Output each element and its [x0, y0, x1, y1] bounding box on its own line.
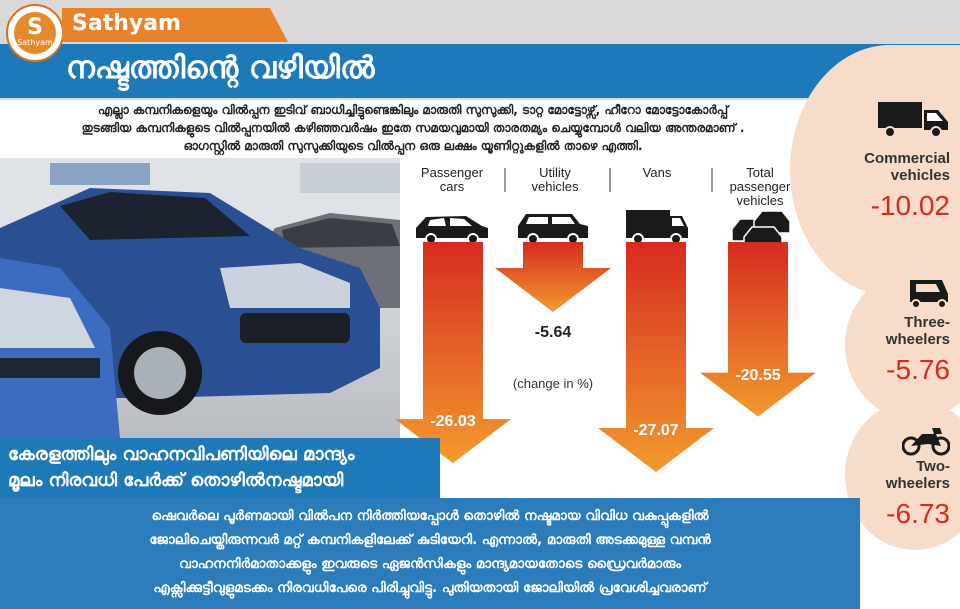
car-showroom-photo: [0, 158, 420, 438]
arrow-bar-utility-vehicles: [495, 242, 611, 312]
value-label: -26.03: [430, 413, 476, 431]
side-label-two-wheelers: Two- wheelers: [810, 458, 950, 492]
side-value-three-wheelers: -5.76: [886, 354, 950, 385]
auto-rickshaw-icon: [910, 280, 948, 309]
side-circle-two-wheelers: [845, 400, 960, 550]
arrow-bar-passenger-cars: [395, 242, 511, 464]
category-label-passenger-cars: Passenger cars: [412, 166, 492, 194]
kerala-heading-line: മൂലം നിരവധി പേർക്ക് തൊഴിൽനഷ്ടമായി: [8, 470, 344, 491]
side-label-line: wheelers: [885, 475, 950, 492]
arrow-bar-vans: [598, 242, 714, 472]
side-label-three-wheelers: Three- wheelers: [810, 314, 950, 348]
side-value-two-wheelers: -6.73: [886, 498, 950, 529]
sedan-icon: [416, 216, 488, 245]
bottom-text-line: വാഹനനിർമാതാക്കളും ഇവരുടെ ഏജൻസികളും മാന്ദ…: [179, 556, 681, 572]
change-unit-note: (change in %): [513, 376, 593, 391]
van-icon: [626, 210, 688, 245]
category-label-utility-vehicles: Utility vehicles: [515, 166, 595, 194]
category-label-line: cars: [439, 179, 465, 194]
bottom-text-line: ഷെവർലെ പൂർണമായി വിൽപന നിർത്തിയപ്പോൾ തൊഴി…: [151, 508, 709, 524]
intro-line: തുടങ്ങിയ കമ്പനികളുടെ വിൽപ്പനയിൽ കഴിഞ്ഞവർ…: [81, 121, 745, 135]
side-value-commercial-vehicles: -10.02: [870, 190, 950, 221]
arrow-bar-total-passenger-vehicles: [700, 242, 816, 417]
value-label: -5.64: [534, 324, 572, 341]
headline: നഷ്ടത്തിന്റെ വഴിയിൽ: [66, 50, 375, 86]
side-label-line: Three-: [904, 314, 950, 331]
logo-subtext: Sathyam: [17, 38, 53, 47]
arrow-bars: [395, 242, 816, 472]
bottom-text-line: ജോലിചെയ്തിരുന്നവർ മറ്റ് കമ്പനികളിലേക്ക് …: [149, 532, 711, 548]
side-label-commercial-vehicles: Commercial vehicles: [810, 150, 950, 184]
side-label-line: wheelers: [885, 331, 950, 348]
side-label-line: Commercial: [864, 150, 950, 167]
title-bar: [0, 44, 960, 98]
side-panel: Commercial vehicles -10.02 Three- wheele…: [790, 0, 960, 609]
motorcycle-icon: [902, 428, 950, 456]
side-label-line: Two-: [916, 458, 950, 475]
brand-banner: [62, 8, 288, 42]
kerala-heading-line: കേരളത്തിലും വാഹനവിപണിയിലെ മാന്ദ്യം: [8, 444, 355, 465]
category-label-line: vehicles: [531, 179, 579, 194]
bottom-text-panel: ഷെവർലെ പൂർണമായി വിൽപന നിർത്തിയപ്പോൾ തൊഴി…: [0, 498, 860, 609]
brand-logo: S Sathyam: [6, 4, 64, 62]
value-label: -27.07: [633, 422, 679, 439]
category-label-line: Total: [746, 165, 774, 180]
category-label-line: Vans: [642, 165, 672, 180]
brand-name: Sathyam: [72, 11, 181, 36]
category-label-line: passenger: [729, 179, 791, 194]
logo-letter: S: [14, 12, 56, 54]
value-label: -20.55: [735, 366, 781, 384]
suv-icon: [518, 214, 588, 245]
intro-text: എല്ലാ കമ്പനികളെയും വിൽപ്പന ഇടിവ് ബാധിച്ച…: [8, 100, 818, 158]
category-label-line: Utility: [539, 165, 571, 180]
intro-line: ഓഗസ്റ്റിൽ മാരുതി സുസുക്കിയുടെ വിൽപ്പന ഒര…: [183, 139, 643, 153]
side-label-line: vehicles: [890, 167, 950, 184]
category-label-line: vehicles: [736, 193, 784, 208]
side-circle-commercial: [790, 45, 960, 295]
kerala-heading-box: കേരളത്തിലും വാഹനവിപണിയിലെ മാന്ദ്യം മൂലം …: [0, 438, 440, 498]
truck-icon: [878, 102, 948, 138]
category-label-vans: Vans: [617, 166, 697, 180]
intro-line: എല്ലാ കമ്പനികളെയും വിൽപ്പന ഇടിവ് ബാധിച്ച…: [97, 103, 729, 117]
category-label-line: Passenger: [420, 165, 484, 180]
category-label-total-passenger-vehicles: Total passenger vehicles: [720, 166, 800, 208]
bottom-text-line: എക്സിക്കുട്ടീവുളുമടക്കം നിരവധിപേരെ പിരിച…: [153, 580, 707, 596]
